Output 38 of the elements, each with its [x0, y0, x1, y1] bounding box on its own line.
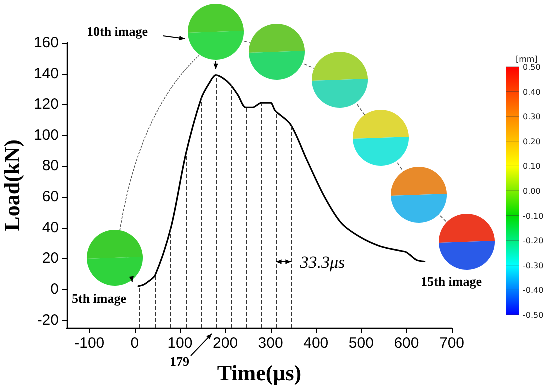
color-bar-label: 0.20: [523, 137, 541, 146]
y-tick-label: 120: [34, 96, 59, 114]
annotation: 33.3μs: [299, 253, 346, 272]
y-axis-title: Load(kN): [0, 140, 24, 232]
color-bar-label: 0.50: [523, 63, 541, 72]
x-tick-label: -100: [74, 335, 105, 352]
x-tick-label: 600: [394, 335, 420, 352]
color-bar-label: 0.00: [523, 187, 541, 196]
x-tick-label: 700: [439, 335, 465, 352]
y-tick-label: 160: [34, 34, 59, 52]
y-tick-label: 60: [42, 188, 59, 206]
y-tick-label: 100: [34, 126, 59, 144]
y-tick-label: 80: [42, 158, 59, 175]
y-tick-label: 0: [50, 280, 59, 298]
y-tick-label: 140: [34, 65, 59, 82]
color-bar-label: -0.20: [523, 236, 544, 246]
x-tick-label: 0: [130, 335, 140, 352]
x-tick-label: 500: [348, 335, 374, 352]
color-bar-label: -0.10: [523, 212, 544, 221]
color-bar-title: [mm]: [516, 55, 538, 64]
x-tick-label: 400: [304, 335, 329, 352]
y-tick-label: -20: [37, 312, 59, 329]
text: 10th image: [87, 24, 148, 39]
color-bar-label: -0.50: [523, 311, 544, 320]
x-tick-label: 200: [213, 335, 238, 352]
color-bar-label: -0.40: [523, 286, 544, 296]
x-axis-title: Time(μs): [217, 360, 302, 386]
color-bar-label: 0.30: [523, 112, 541, 122]
x-tick-label: 100: [168, 335, 193, 352]
color-bar-label: 0.40: [523, 88, 541, 97]
y-tick-label: 40: [42, 219, 59, 236]
color-bar-label: 0.10: [523, 162, 541, 172]
annotation: 15th image: [421, 274, 482, 289]
annotation: 5th image: [72, 291, 127, 306]
x-tick-label: 300: [258, 335, 284, 352]
y-tick-label: 20: [42, 250, 59, 268]
text: 179: [170, 354, 190, 369]
color-bar-label: -0.30: [523, 261, 544, 270]
